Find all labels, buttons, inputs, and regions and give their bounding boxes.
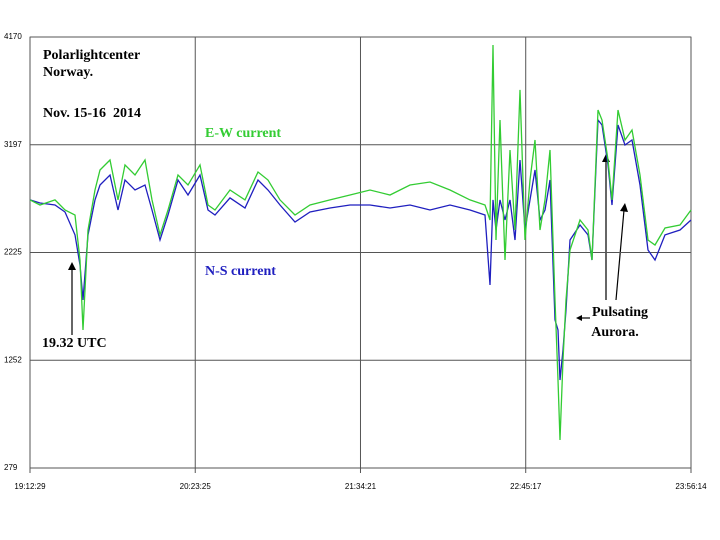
series-label: N-S current <box>205 264 276 279</box>
x-tick-label: 22:45:17 <box>510 482 542 491</box>
annotation: Aurora. <box>591 325 639 340</box>
series-line <box>29 44 692 441</box>
annotation: Polarlightcenter <box>43 48 140 63</box>
arrow-head <box>576 315 582 321</box>
y-tick-label: 1252 <box>4 355 22 364</box>
y-tick-label: 2225 <box>4 248 22 257</box>
x-tick-label: 19:12:29 <box>14 482 46 491</box>
y-tick-label: 4170 <box>4 32 22 41</box>
annotation: Pulsating <box>592 305 648 320</box>
arrow-head <box>620 203 628 212</box>
series-label: E-W current <box>205 126 281 141</box>
annotation: Nov. 15-16 2014 <box>43 106 141 121</box>
y-tick-label: 279 <box>4 463 18 472</box>
arrow-head <box>68 262 76 270</box>
y-tick-label: 3197 <box>4 140 22 149</box>
x-tick-label: 20:23:25 <box>180 482 212 491</box>
x-tick-label: 23:56:14 <box>675 482 707 491</box>
x-tick-label: 21:34:21 <box>345 482 377 491</box>
annotation: Norway. <box>43 65 93 80</box>
annotation: 19.32 UTC <box>42 336 107 351</box>
arrow <box>615 209 625 301</box>
